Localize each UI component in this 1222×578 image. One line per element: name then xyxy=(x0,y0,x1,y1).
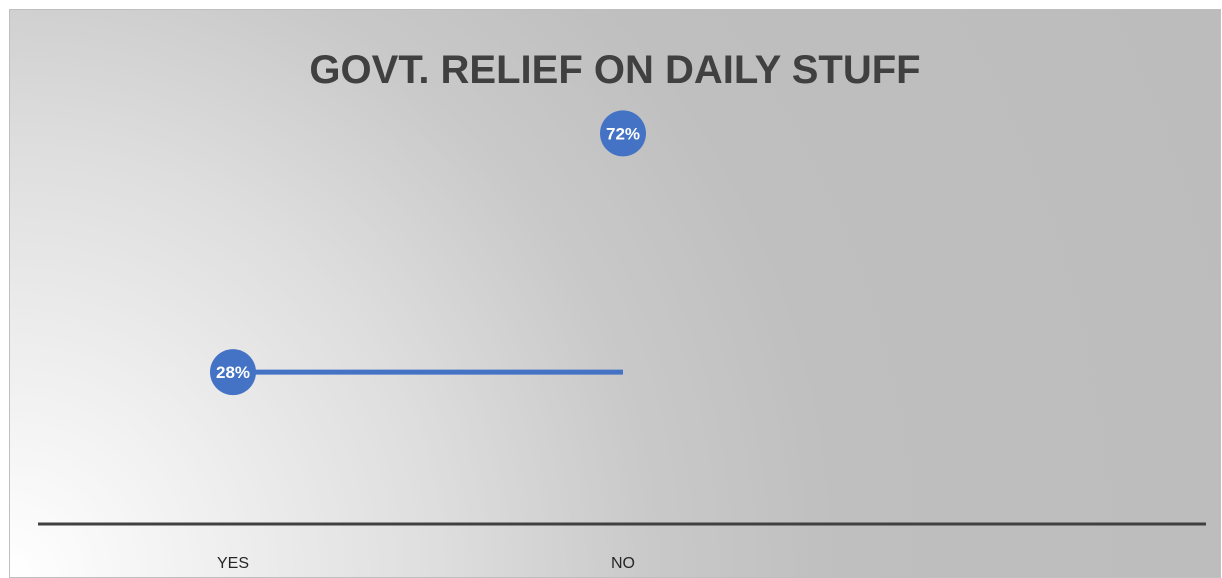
chart-area: GOVT. RELIEF ON DAILY STUFF 28% 72% YES NO xyxy=(9,9,1221,578)
data-label: 28% xyxy=(216,363,250,382)
data-label: 72% xyxy=(606,124,640,143)
x-tick-label: YES xyxy=(217,555,249,572)
data-point xyxy=(600,110,646,157)
plot-area: 28% 72% YES NO xyxy=(38,110,1206,572)
data-point xyxy=(210,349,256,396)
x-tick-label: NO xyxy=(611,555,635,572)
chart-title: GOVT. RELIEF ON DAILY STUFF xyxy=(309,48,921,92)
